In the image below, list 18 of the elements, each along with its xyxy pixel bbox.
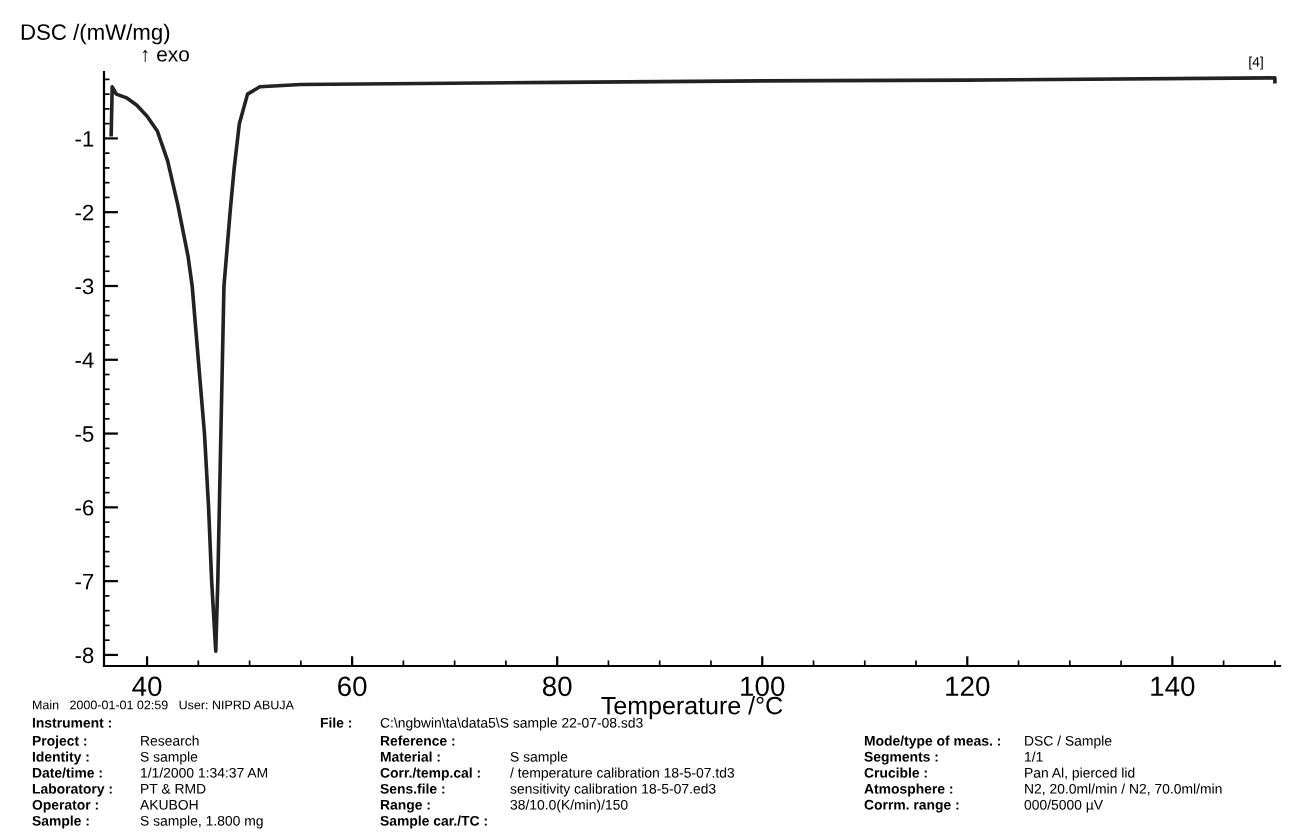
y-tick-label: -2 <box>75 204 94 221</box>
text: ↑ exo <box>142 49 189 63</box>
y-tick-label: -7 <box>75 573 94 590</box>
x-tick-label: 120 <box>946 676 990 697</box>
y-tick-label: -6 <box>75 499 94 516</box>
y-tick-label: -3 <box>75 278 94 295</box>
y-tick-label: -1 <box>75 131 94 147</box>
x-axis-title: Temperature /°C <box>601 696 783 720</box>
line-series <box>109 76 1277 654</box>
x-tick-label: 60 <box>338 676 367 697</box>
x-tick-label: 80 <box>542 676 572 697</box>
x-tick-label: 140 <box>1151 676 1195 697</box>
y-tick-label: -5 <box>75 426 94 442</box>
y-tick-label: -8 <box>75 647 94 664</box>
x-tick-label: 40 <box>132 676 162 697</box>
y-axis-title: DSC /(mW/mg) <box>21 23 170 45</box>
x-tick-label: 100 <box>741 676 785 697</box>
y-tick-label: -4 <box>75 352 94 368</box>
